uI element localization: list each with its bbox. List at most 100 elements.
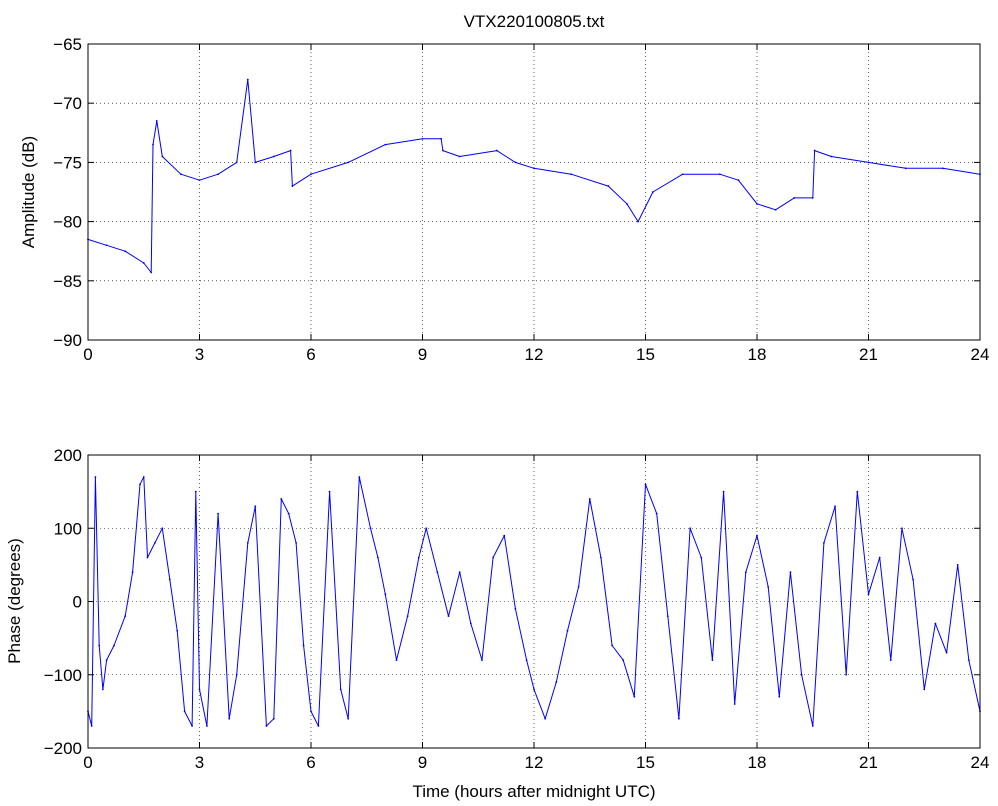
phase-data-point [666,615,669,618]
phase-data-point [789,571,792,574]
amplitude-data-point [681,173,684,176]
phase-x-tick-label: 15 [636,753,655,772]
phase-data-point [146,556,149,559]
amplitude-data-point [347,161,350,164]
amplitude-data-point [756,202,758,205]
phase-x-tick-label: 21 [859,753,878,772]
phase-data-point [142,476,145,478]
phase-x-tick-label: 3 [195,753,204,772]
amplitude-data-point [811,197,814,199]
amplitude-y-tick-label: −75 [53,153,82,172]
phase-data-point [377,556,379,559]
phase-data-point [778,695,781,698]
phase-data-point [600,556,602,559]
phase-data-point [945,651,948,654]
phase-data-point [168,578,171,581]
amplitude-data-point [904,167,907,170]
phase-data-point [733,703,736,705]
amplitude-data-point [310,173,312,176]
phase-data-point [246,542,249,544]
phase-data-point [481,659,483,661]
amplitude-data-point [458,155,461,158]
phase-y-tick-label: 0 [73,593,82,612]
amplitude-data-point [737,179,740,182]
phase-x-tick-label: 12 [525,753,544,772]
amplitude-x-tick-label: 24 [971,345,990,364]
phase-data-point [912,578,914,581]
phase-data-point [923,688,926,691]
phase-data-point [767,585,770,588]
phase-data-point [124,615,127,618]
phase-data-point [823,542,825,544]
phase-data-point [633,695,636,698]
amplitude-data-point [718,173,721,176]
phase-data-point [347,717,350,720]
phase-data-point [272,717,275,720]
phase-panel: Phase (degrees) Time (hours after midnig… [5,446,989,801]
amplitude-data-point [941,167,944,170]
amplitude-panel: VTX220100805.txt Amplitude (dB) 0 3 6 9 12 15… [19,12,989,364]
amplitude-x-tick-label: 3 [195,345,204,364]
phase-data-point [588,498,591,500]
phase-data-point [956,563,959,566]
amplitude-data-point [254,161,257,164]
phase-data-point [183,710,186,713]
amplitude-data-point [180,173,182,176]
phase-data-point [525,659,528,661]
phase-data-point [287,512,290,515]
phase-data-point [514,607,517,610]
phase-data-point [722,490,725,493]
phase-data-point [834,505,836,508]
phase-data-point [280,498,283,500]
amplitude-data-point [813,149,816,152]
amplitude-x-tick-label: 9 [418,345,427,364]
phase-data-point [94,476,97,478]
phase-data-point [889,659,892,661]
phase-x-tick-label: 6 [306,753,315,772]
amplitude-data-point [607,185,610,187]
time-x-axis-label: Time (hours after midnight UTC) [412,782,655,801]
phase-data-point [756,534,758,537]
amplitude-data-point [198,179,201,182]
phase-data-point [317,725,320,727]
phase-data-point [566,629,569,632]
phase-data-point [154,542,156,544]
amplitude-data-point [440,137,442,140]
phase-data-point [811,725,814,727]
phase-data-point [856,490,859,493]
phase-data-point [901,527,903,530]
phase-data-point [622,659,625,661]
amplitude-y-tick-label: −65 [53,35,82,54]
phase-data-point [265,725,268,727]
phase-data-point [469,622,472,625]
amplitude-data-point [421,137,424,140]
phase-data-point [447,615,450,618]
phase-data-point [105,659,108,661]
phase-data-point [689,527,691,530]
amplitude-data-point [830,155,833,158]
amplitude-x-tick-label: 21 [859,345,878,364]
amplitude-x-tick-label: 12 [525,345,544,364]
phase-data-point [217,512,219,515]
phase-plot-area [88,455,980,748]
amplitude-y-tick-label: −80 [53,213,82,232]
amplitude-data-point [217,173,219,176]
phase-data-point [254,505,257,508]
amplitude-data-point [442,149,444,152]
amplitude-data-point [155,120,158,122]
phase-y-axis-label: Phase (degrees) [5,538,24,664]
phase-data-point [302,644,305,647]
phase-data-point [191,725,193,727]
phase-x-tick-label: 0 [83,753,92,772]
phase-y-tick-label: 100 [54,519,82,538]
phase-data-point [644,483,647,486]
phase-x-tick-label: 9 [418,753,427,772]
amplitude-data-point [152,143,154,146]
amplitude-data-point [124,250,127,253]
amplitude-y-tick-label: −85 [53,272,82,291]
phase-data-point [198,688,201,691]
amplitude-y-tick-label: −90 [53,331,82,350]
amplitude-data-point [867,161,870,164]
phase-x-tick-label: 18 [748,753,767,772]
phase-data-point [131,571,134,574]
